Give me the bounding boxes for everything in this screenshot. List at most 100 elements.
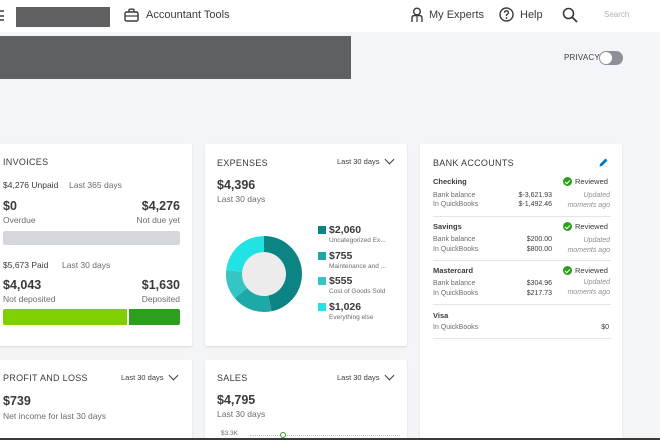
expenses-donut-chart[interactable]: [219, 229, 309, 319]
not-deposited-label: Not deposited: [3, 294, 56, 304]
bank-accounts-card: BANK ACCOUNTS Checking Reviewed Bank bal…: [420, 144, 622, 440]
invoices-unpaid-amount: $4,276 Unpaid: [3, 180, 59, 190]
reviewed-status: Reviewed: [563, 177, 608, 186]
not-due-label: Not due yet: [136, 215, 180, 225]
not-deposited-value: $4,043: [3, 278, 42, 292]
updated-status: Updated moments ago: [567, 237, 610, 254]
bank-account-name[interactable]: Checking: [433, 177, 467, 186]
legend-swatch: [318, 302, 326, 311]
divider: [433, 260, 611, 261]
reviewed-label: Reviewed: [575, 266, 608, 275]
not-due-value: $4,276: [141, 199, 180, 213]
my-experts-button[interactable]: My Experts: [411, 7, 484, 23]
check-circle-icon: [563, 177, 572, 186]
quickbooks-balance-value: $800.00: [526, 246, 552, 253]
donut-slice[interactable]: [226, 270, 248, 299]
sales-period-label: Last 30 days: [337, 373, 380, 382]
reviewed-label: Reviewed: [575, 177, 608, 186]
legend-amount[interactable]: $2,060: [329, 224, 362, 236]
check-circle-icon: [563, 222, 572, 231]
sales-total: $4,795: [217, 393, 256, 407]
chevron-down-icon: [384, 154, 394, 165]
legend-label: Uncategorized Ex...: [329, 237, 386, 244]
sales-card: SALES Last 30 days $4,795 Last 30 days $…: [205, 360, 407, 440]
expenses-total: $4,396: [217, 178, 256, 192]
bank-balance-value: $304.96: [526, 280, 552, 287]
legend-label: Cost of Goods Sold: [329, 288, 386, 295]
edit-pencil-icon[interactable]: [598, 157, 609, 168]
privacy-toggle[interactable]: [599, 51, 623, 65]
person-icon: [411, 7, 423, 22]
bottom-border: [0, 438, 660, 440]
unpaid-progress-bar[interactable]: [3, 231, 180, 245]
help-icon: [499, 7, 514, 22]
my-experts-label: My Experts: [429, 9, 485, 21]
check-circle-icon: [563, 266, 572, 275]
bank-balance-value: $-3,621.93: [518, 192, 552, 199]
bank-account-name[interactable]: Savings: [433, 222, 462, 231]
expenses-title: EXPENSES: [217, 158, 268, 168]
company-name-redacted: [16, 7, 110, 27]
chevron-down-icon: [384, 370, 394, 381]
quickbooks-balance-value: $217.73: [526, 290, 552, 297]
legend-swatch: [318, 251, 326, 260]
top-navigation-bar: Accountant Tools My Experts Help Search: [0, 0, 660, 32]
divider: [433, 304, 611, 305]
invoices-unpaid-period: Last 365 days: [69, 180, 122, 190]
overdue-label: Overdue: [3, 215, 36, 225]
reviewed-status: Reviewed: [563, 266, 608, 275]
donut-slice[interactable]: [234, 287, 272, 312]
hamburger-menu-icon[interactable]: [0, 10, 4, 21]
quickbooks-balance-label: In QuickBooks: [433, 324, 479, 331]
deposited-label: Deposited: [141, 294, 180, 304]
quickbooks-balance-label: In QuickBooks: [433, 201, 479, 208]
updated-status: Updated moments ago: [567, 279, 610, 296]
sales-title: SALES: [217, 373, 248, 383]
sales-gridline: [250, 435, 400, 436]
search-input[interactable]: Search: [604, 10, 630, 19]
sales-period-subtitle: Last 30 days: [217, 409, 266, 419]
bank-balance-label: Bank balance: [433, 280, 476, 287]
quickbooks-balance-value: $0: [601, 324, 609, 331]
company-banner-redacted: [0, 36, 351, 79]
legend-amount[interactable]: $555: [329, 275, 353, 287]
expenses-card: EXPENSES Last 30 days $4,396 Last 30 day…: [205, 144, 407, 346]
accountant-tools-button[interactable]: Accountant Tools: [124, 8, 230, 22]
bank-balance-value: $200.00: [526, 236, 552, 243]
updated-status: Updated moments ago: [567, 192, 610, 209]
reviewed-status: Reviewed: [563, 222, 608, 231]
expenses-total-period: Last 30 days: [217, 194, 266, 204]
profit-loss-period-dropdown[interactable]: Last 30 days: [121, 370, 178, 382]
chevron-down-icon: [168, 370, 178, 381]
invoices-paid-amount: $5,673 Paid: [3, 260, 49, 270]
reviewed-label: Reviewed: [575, 222, 608, 231]
deposited-bar[interactable]: [129, 309, 180, 325]
bank-account-name[interactable]: Mastercard: [433, 266, 474, 275]
expenses-period-dropdown[interactable]: Last 30 days: [337, 154, 394, 166]
donut-slice[interactable]: [226, 236, 264, 272]
legend-label: Maintenance and ...: [329, 262, 387, 270]
legend-amount[interactable]: $1,026: [329, 300, 362, 313]
net-income-value: $739: [3, 394, 31, 408]
search-icon[interactable]: [562, 7, 578, 23]
net-income-subtitle: Net income for last 30 days: [3, 411, 106, 421]
donut-slice[interactable]: [264, 236, 302, 312]
profit-loss-title: PROFIT AND LOSS: [3, 373, 88, 383]
legend-swatch: [318, 226, 326, 234]
not-deposited-bar[interactable]: [3, 309, 127, 325]
bank-accounts-title: BANK ACCOUNTS: [433, 158, 514, 168]
quickbooks-balance-label: In QuickBooks: [433, 246, 479, 253]
bank-account-name[interactable]: Visa: [433, 311, 449, 320]
help-button[interactable]: Help: [499, 7, 543, 22]
sales-data-point[interactable]: [280, 432, 286, 438]
overdue-value: $0: [3, 199, 17, 213]
legend-amount[interactable]: $755: [329, 249, 353, 262]
legend-label: Everything else: [329, 313, 374, 321]
quickbooks-balance-label: In QuickBooks: [433, 290, 479, 297]
invoices-title: INVOICES: [3, 157, 49, 167]
accountant-tools-label: Accountant Tools: [146, 9, 230, 21]
quickbooks-balance-value: $-1,492.46: [518, 201, 552, 208]
expenses-period-label: Last 30 days: [337, 157, 380, 166]
sales-period-dropdown[interactable]: Last 30 days: [337, 370, 394, 382]
bank-balance-label: Bank balance: [433, 236, 476, 243]
